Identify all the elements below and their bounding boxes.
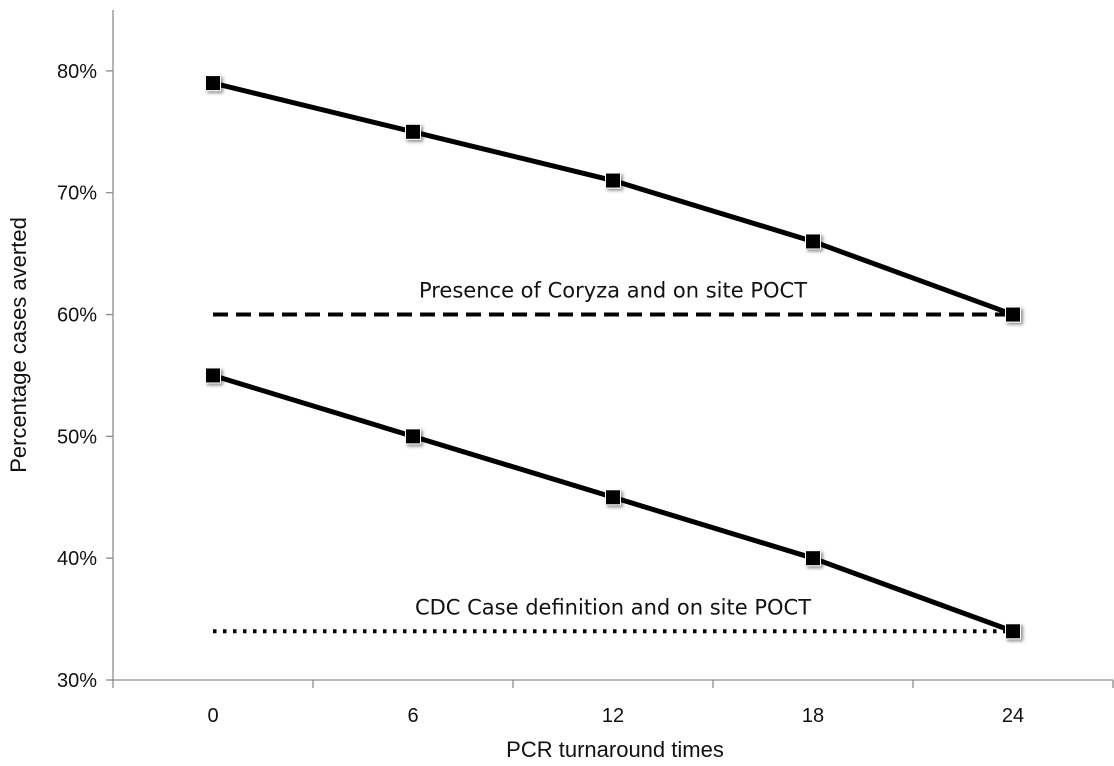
y-axis-title: Percentage cases averted — [6, 217, 31, 473]
data-markers — [205, 75, 1021, 640]
data-point-marker — [605, 172, 621, 189]
data-point-marker — [405, 428, 421, 445]
data-point-marker — [205, 367, 221, 384]
x-axis-title: PCR turnaround times — [506, 737, 724, 762]
y-tick-label: 40% — [57, 548, 97, 570]
reference-line-label: CDC Case definition and on site POCT — [415, 595, 811, 619]
data-point-marker — [1005, 306, 1021, 323]
x-tick-label: 6 — [407, 705, 418, 727]
data-point-marker — [405, 123, 421, 140]
tick-labels: 30% 40% 50% 60% 70% 80% 0 6 12 18 24 — [57, 61, 1024, 727]
annotations: Presence of Coryza and on site POCT CDC C… — [415, 279, 811, 620]
data-series — [210, 80, 1016, 634]
x-tick-label: 12 — [602, 705, 624, 727]
y-tick-label: 60% — [57, 305, 97, 327]
data-point-marker — [805, 233, 821, 250]
data-point-marker — [605, 489, 621, 506]
x-tick-label: 18 — [802, 705, 824, 727]
data-point-marker — [205, 75, 221, 92]
data-point-marker — [1005, 623, 1021, 640]
reference-lines — [213, 312, 1013, 634]
reference-line-label: Presence of Coryza and on site POCT — [419, 279, 807, 303]
x-tick-label: 0 — [207, 705, 218, 727]
axis-titles: PCR turnaround times Percentage cases av… — [6, 217, 724, 762]
y-tick-label: 50% — [57, 426, 97, 448]
y-tick-label: 70% — [57, 183, 97, 205]
axes — [106, 10, 1114, 688]
x-tick-label: 24 — [1002, 705, 1024, 727]
y-tick-label: 80% — [57, 61, 97, 83]
data-point-marker — [805, 550, 821, 567]
y-tick-label: 30% — [57, 670, 97, 692]
